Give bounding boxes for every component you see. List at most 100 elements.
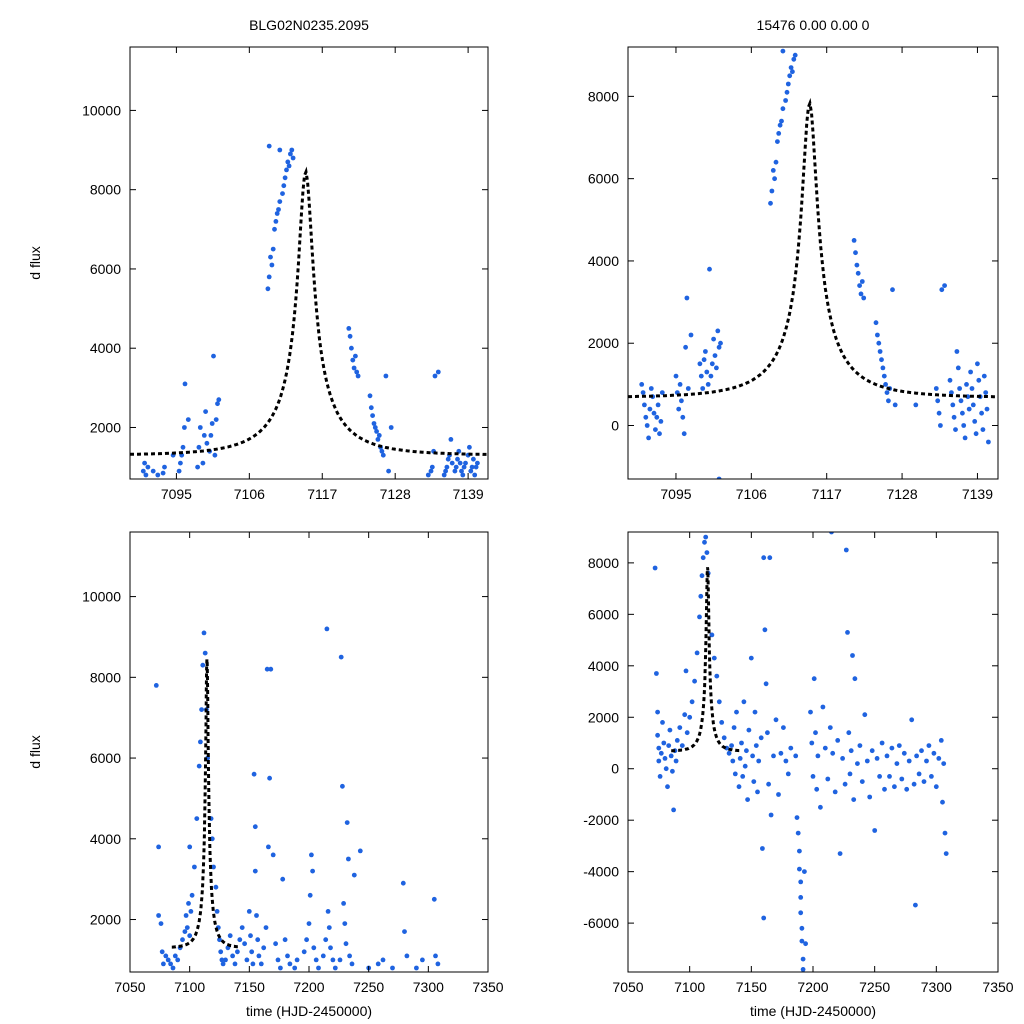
data-point (182, 381, 188, 387)
data-point (742, 763, 748, 769)
data-point (683, 668, 689, 674)
data-point (746, 727, 752, 733)
data-point (818, 804, 823, 810)
x-tick-label: 7095 (161, 486, 192, 502)
data-point (811, 676, 817, 682)
data-point (235, 949, 240, 955)
data-point (156, 844, 162, 850)
data-point (457, 460, 463, 466)
y-tick-label: 8000 (588, 555, 619, 571)
data-point (859, 279, 865, 284)
data-point (798, 895, 804, 900)
data-point (850, 653, 855, 658)
data-point (972, 419, 978, 424)
model-curve-bottom-right (671, 567, 742, 753)
x-tick-label: 7128 (886, 486, 917, 502)
data-point (970, 402, 976, 408)
y-tick-label: 4000 (90, 831, 121, 847)
data-point (731, 725, 737, 730)
data-point (354, 369, 360, 375)
data-point (662, 756, 668, 761)
data-point (195, 464, 201, 470)
data-point (370, 413, 375, 418)
data-point (659, 390, 665, 395)
data-point (346, 326, 352, 331)
data-point (145, 464, 151, 470)
data-point (656, 758, 662, 764)
data-point (960, 410, 965, 416)
data-point (652, 565, 658, 571)
x-tick-label: 7050 (612, 979, 643, 995)
data-point (711, 655, 717, 661)
data-point (277, 147, 283, 153)
data-point (673, 758, 679, 764)
data-point (459, 468, 464, 474)
x-tick-label: 7100 (674, 979, 705, 995)
data-point (200, 662, 206, 668)
data-point (655, 402, 661, 408)
data-point (220, 961, 226, 967)
data-point (256, 953, 262, 959)
data-point (961, 423, 967, 428)
data-point (143, 472, 149, 478)
data-point (250, 961, 256, 967)
data-point (242, 941, 248, 947)
data-point (847, 771, 853, 777)
data-point (677, 382, 683, 387)
data-point (799, 938, 805, 944)
x-tick-label: 7117 (307, 486, 337, 502)
data-point (475, 460, 480, 466)
data-point (773, 717, 779, 723)
data-point (372, 425, 378, 430)
data-point (200, 460, 206, 466)
data-point (213, 884, 219, 890)
x-axis-label: time (HJD-2450000) (246, 1003, 372, 1019)
data-point (752, 709, 758, 715)
data-point (176, 468, 182, 474)
data-point (790, 69, 795, 75)
data-point (209, 421, 215, 426)
data-point (951, 414, 957, 420)
data-point (153, 683, 159, 688)
data-point (187, 844, 193, 850)
data-point (845, 630, 850, 635)
data-point (653, 427, 658, 432)
data-point (187, 933, 193, 939)
data-point (274, 211, 280, 216)
data-point (677, 725, 683, 730)
data-point (938, 738, 944, 743)
data-point (255, 937, 261, 943)
y-tick-label: 8000 (90, 669, 121, 685)
data-point (740, 774, 746, 779)
x-tick-label: 7050 (114, 979, 145, 995)
data-point (180, 444, 186, 450)
data-point (859, 779, 865, 784)
data-point (654, 671, 659, 676)
data-point (216, 397, 222, 403)
data-point (642, 402, 647, 408)
data-point (663, 766, 669, 772)
data-point (890, 287, 895, 293)
data-point (194, 816, 200, 821)
data-point (716, 344, 722, 350)
data-point (904, 786, 910, 792)
data-point (919, 748, 924, 754)
data-point (445, 456, 451, 462)
data-point (468, 468, 474, 474)
data-point (794, 815, 800, 820)
data-point (721, 735, 727, 741)
data-point (239, 925, 245, 930)
data-point (184, 925, 190, 930)
data-point (644, 423, 650, 428)
data-point (673, 373, 679, 379)
data-point (947, 377, 953, 383)
data-point (814, 786, 820, 792)
data-point (736, 784, 742, 790)
data-point (843, 547, 849, 553)
data-point (346, 856, 351, 862)
y-tick-label: 6000 (588, 606, 619, 622)
data-point (931, 750, 937, 756)
data-point (657, 431, 662, 437)
y-axis-label: d flux (27, 735, 43, 768)
data-point (261, 945, 267, 951)
